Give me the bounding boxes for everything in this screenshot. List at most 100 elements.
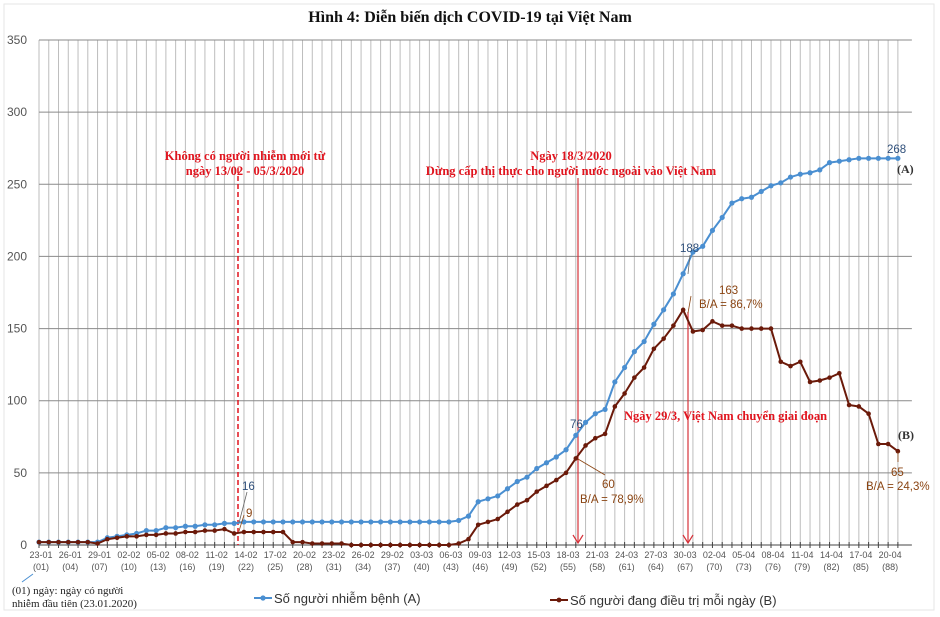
series-b-point [280, 529, 286, 535]
series-a-point [582, 419, 589, 425]
series-a-tag: (A) [897, 162, 914, 176]
series-b-point [231, 531, 237, 536]
series-a-point [260, 519, 267, 525]
series-b-point [114, 535, 120, 541]
series-b-point [144, 532, 149, 538]
series-b-point [700, 327, 705, 333]
phase-change-annotation: Ngày 29/3, Việt Nam chuyển giai đoạn [624, 409, 827, 423]
series-b-point [661, 336, 666, 341]
phase-change-arrowhead-icon [682, 534, 694, 545]
series-a-point [280, 519, 286, 525]
series-a-point [465, 513, 472, 519]
series-a-point [758, 188, 764, 195]
series-b-point [212, 528, 217, 533]
series-a-point [358, 519, 364, 525]
x-tick-day-label: (19) [209, 562, 225, 572]
series-a-point [153, 527, 159, 534]
series-b-point [388, 542, 393, 548]
series-b-point [671, 323, 676, 328]
series-a-point [504, 486, 511, 492]
series-b-point [270, 529, 276, 535]
label-a-feb13: 16 [242, 481, 255, 493]
series-b-point [436, 542, 442, 548]
series-b-point [788, 363, 793, 369]
x-tick-date-label: 24-03 [615, 550, 638, 560]
series-a-point [182, 523, 188, 529]
series-a-point [719, 214, 725, 221]
series-b-point [710, 319, 715, 324]
x-tick-date-label: 18-03 [557, 550, 580, 560]
series-b-point [290, 539, 296, 545]
x-tick-date-label: 14-02 [234, 550, 257, 560]
series-a-point [212, 522, 218, 528]
series-a-point [173, 525, 179, 531]
x-tick-date-label: 03-03 [410, 550, 433, 560]
x-tick-day-label: (01) [33, 562, 49, 572]
series-b-point [95, 541, 100, 546]
series-b-point [446, 542, 452, 548]
series-a-point [319, 519, 325, 525]
series-b-point [622, 391, 627, 396]
series-a-point [817, 167, 823, 173]
x-tick-day-label: (64) [648, 562, 664, 572]
x-tick-day-label: (79) [794, 562, 810, 572]
x-tick-date-label: 06-03 [439, 550, 462, 560]
series-b-point [593, 435, 598, 441]
series-b-point [134, 534, 139, 539]
leader-b-mar18 [577, 458, 606, 476]
label-b-last: 65 [891, 467, 904, 479]
series-a-point [329, 519, 335, 525]
x-tick-day-label: (85) [853, 562, 869, 572]
series-a-point [700, 243, 706, 249]
series-b-point [183, 529, 188, 535]
series-b-point [427, 542, 432, 548]
series-b-point [309, 541, 315, 546]
series-b-point [456, 541, 461, 546]
series-b-point [495, 516, 501, 522]
leader-b-mar29 [687, 295, 692, 314]
series-a-point [670, 291, 677, 297]
x-tick-date-label: 23-02 [322, 550, 345, 560]
series-b-point [778, 359, 784, 365]
series-b-point [329, 541, 335, 546]
series-b-point [739, 326, 745, 331]
x-tick-date-label: 05-04 [732, 550, 755, 560]
series-a-point [524, 474, 530, 480]
series-b-point [544, 483, 549, 489]
series-a-point [573, 432, 579, 438]
x-tick-date-label: 30-03 [674, 550, 697, 560]
series-b-point [866, 411, 871, 417]
label-a-mar18: 76 [570, 419, 583, 431]
series-b-tag: (B) [898, 428, 914, 442]
x-tick-day-label: (55) [560, 562, 576, 572]
series-b-point [895, 448, 901, 454]
x-tick-date-label: 17-04 [849, 550, 872, 560]
series-b-point [105, 536, 110, 542]
x-tick-day-label: (76) [765, 562, 781, 572]
x-tick-day-label: (73) [736, 562, 752, 572]
no-new-cases-annotation-line2: ngày 13/02 - 05/3/2020 [186, 164, 304, 178]
x-tick-date-label: 02-04 [703, 550, 726, 560]
label-b-mar18: 60 [602, 479, 615, 491]
series-a-point [826, 160, 833, 166]
series-b-point [807, 379, 813, 385]
series-a-point [690, 249, 696, 255]
series-a-point [836, 158, 842, 164]
series-b-point [475, 522, 481, 528]
series-a-point [417, 519, 423, 525]
y-tick-label: 200 [7, 249, 27, 263]
series-b-point [36, 539, 42, 545]
footnote-line1: (01) ngày: ngày có người [12, 585, 123, 597]
label-b-mar29: 163 [719, 285, 738, 297]
series-a-point [495, 493, 501, 499]
series-a-point [251, 519, 257, 525]
x-tick-date-label: 20-02 [293, 550, 316, 560]
series-a-point [397, 519, 403, 525]
x-tick-day-label: (13) [150, 562, 166, 572]
series-a-point [309, 519, 315, 525]
chart-title: Hình 4: Diễn biến dịch COVID-19 tại Việt… [308, 9, 632, 26]
series-b-point [261, 529, 266, 535]
series-b-point [505, 509, 510, 515]
x-tick-day-label: (37) [384, 562, 400, 572]
series-b-point [251, 529, 257, 535]
